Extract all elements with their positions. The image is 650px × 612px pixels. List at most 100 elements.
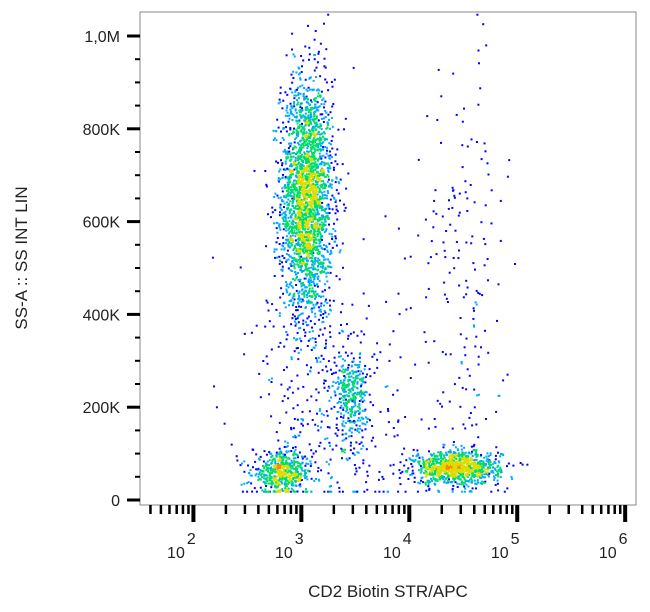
event-point — [473, 406, 476, 409]
event-point — [305, 186, 308, 189]
event-point — [311, 234, 314, 237]
event-point — [285, 478, 288, 481]
event-point — [307, 108, 310, 111]
event-point — [297, 298, 300, 300]
event-point — [418, 456, 421, 459]
event-point — [327, 191, 330, 194]
event-point — [339, 199, 341, 202]
event-point — [312, 232, 315, 235]
event-point — [476, 453, 479, 456]
event-point — [292, 446, 294, 449]
event-point — [305, 211, 308, 214]
event-point — [344, 117, 347, 120]
event-point — [349, 444, 352, 447]
event-point — [281, 164, 283, 167]
event-point — [455, 460, 458, 463]
event-point — [487, 460, 489, 463]
event-point — [315, 76, 317, 78]
event-point — [257, 467, 260, 470]
event-point — [306, 399, 309, 402]
event-point — [410, 459, 413, 462]
event-point — [312, 280, 315, 283]
event-point — [293, 145, 296, 148]
event-point — [322, 197, 325, 200]
event-point — [310, 284, 313, 287]
event-point — [288, 479, 291, 482]
event-point — [427, 460, 430, 463]
event-point — [293, 418, 296, 420]
y-tick-label: 800K — [83, 122, 121, 139]
event-point — [320, 90, 323, 93]
event-point — [288, 175, 291, 178]
event-point — [440, 95, 443, 98]
event-point — [282, 245, 285, 248]
event-point — [458, 454, 460, 457]
event-point — [428, 465, 431, 467]
event-point — [355, 424, 358, 427]
event-point — [367, 418, 370, 421]
event-point — [286, 114, 289, 117]
event-point — [368, 368, 371, 371]
event-point — [457, 452, 460, 455]
event-point — [427, 473, 430, 476]
event-point — [302, 319, 305, 322]
event-point — [296, 490, 299, 493]
event-point — [325, 315, 328, 318]
event-point — [369, 375, 372, 378]
event-point — [302, 250, 304, 253]
event-point — [275, 464, 278, 467]
event-point — [268, 320, 271, 323]
event-point — [286, 208, 289, 211]
event-point — [288, 114, 291, 117]
event-point — [301, 457, 304, 460]
event-point — [308, 270, 311, 272]
event-point — [325, 339, 328, 342]
event-point — [358, 403, 361, 406]
event-point — [302, 245, 305, 248]
event-point — [307, 191, 310, 194]
event-point — [431, 458, 434, 461]
event-point — [303, 291, 306, 294]
event-point — [420, 470, 423, 473]
event-point — [450, 471, 453, 474]
event-point — [354, 395, 357, 398]
event-point — [316, 193, 319, 196]
event-point — [345, 385, 348, 388]
event-point — [264, 462, 267, 465]
event-point — [353, 464, 356, 466]
event-point — [481, 294, 484, 297]
event-point — [280, 480, 283, 483]
event-point — [412, 454, 414, 457]
event-point — [284, 91, 287, 94]
event-point — [312, 202, 314, 205]
event-point — [319, 225, 322, 228]
event-point — [339, 355, 342, 358]
event-point — [335, 275, 338, 278]
event-point — [487, 173, 490, 176]
event-point — [278, 479, 281, 482]
event-point — [307, 255, 310, 257]
event-point — [458, 466, 461, 469]
event-point — [463, 446, 466, 449]
event-point — [392, 472, 395, 475]
event-point — [296, 166, 299, 169]
event-point — [289, 225, 292, 228]
event-point — [294, 490, 297, 493]
event-point — [314, 217, 317, 220]
event-point — [366, 470, 369, 473]
event-point — [275, 130, 278, 133]
event-point — [270, 452, 273, 455]
event-point — [349, 410, 352, 413]
event-point — [278, 98, 281, 101]
event-point — [291, 205, 294, 208]
event-point — [506, 465, 508, 468]
event-point — [464, 455, 467, 458]
event-point — [293, 315, 296, 318]
event-point — [376, 342, 379, 345]
event-point — [289, 465, 292, 468]
event-point — [296, 223, 299, 225]
event-point — [292, 114, 295, 117]
event-point — [334, 212, 337, 215]
event-point — [311, 311, 314, 314]
event-point — [285, 253, 288, 256]
